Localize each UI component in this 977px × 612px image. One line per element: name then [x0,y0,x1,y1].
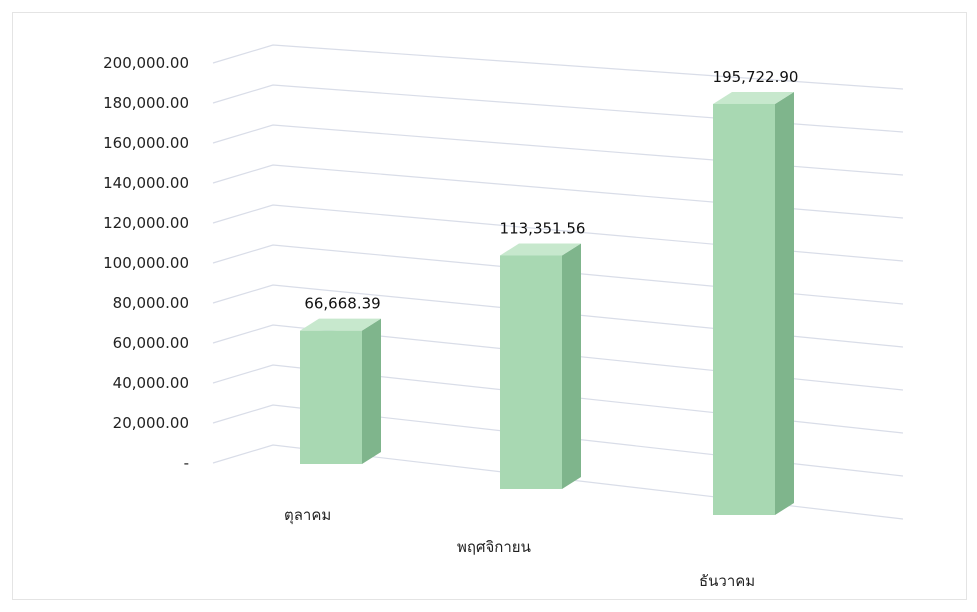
data-label: 195,722.90 [713,68,799,86]
y-tick-label: 20,000.00 [113,414,189,432]
data-label: 113,351.56 [500,219,586,237]
x-tick-label: ตุลาคม [284,506,331,525]
chart-container: - 20,000.00 40,000.00 60,000.00 80,000.00 100… [12,12,967,600]
y-tick-label: 120,000.00 [103,214,189,232]
gridlines [212,44,904,520]
gridline [212,404,904,477]
bar-front [500,255,562,489]
data-labels: 66,668.39 113,351.56 195,722.90 [304,68,798,313]
bar-top [300,318,381,331]
y-axis-ticks: - 20,000.00 40,000.00 60,000.00 80,000.00 100… [103,54,189,472]
bar [300,318,381,464]
bar-side [775,91,794,516]
y-tick-label: 200,000.00 [103,54,189,72]
gridline [212,164,904,219]
bar-front [300,330,362,464]
bar [500,243,581,489]
y-tick-label: 40,000.00 [113,374,189,392]
x-tick-label: ธันวาคม [699,572,755,590]
gridline [212,84,904,133]
gridline [212,444,904,520]
y-tick-label: 160,000.00 [103,134,189,152]
bar-side [362,318,381,464]
y-tick-label: 100,000.00 [103,254,189,272]
y-tick-label: 80,000.00 [113,294,189,312]
bar-front [713,103,775,516]
bar [713,91,794,516]
y-tick-label: 140,000.00 [103,174,189,192]
bar-top [713,91,794,104]
gridline [212,244,904,305]
bars [300,91,794,516]
y-tick-label: 180,000.00 [103,94,189,112]
data-label: 66,668.39 [304,295,380,313]
gridline [212,204,904,262]
bar-side [562,243,581,489]
bar-top [500,243,581,256]
gridline [212,364,904,434]
gridline [212,324,904,391]
gridline [212,44,904,90]
gridline [212,124,904,176]
x-tick-label: พฤศจิกายน [457,538,531,556]
gridline [212,284,904,348]
y-tick-label: - [184,454,189,472]
y-tick-label: 60,000.00 [113,334,189,352]
bar-chart: - 20,000.00 40,000.00 60,000.00 80,000.00 100… [103,44,904,590]
